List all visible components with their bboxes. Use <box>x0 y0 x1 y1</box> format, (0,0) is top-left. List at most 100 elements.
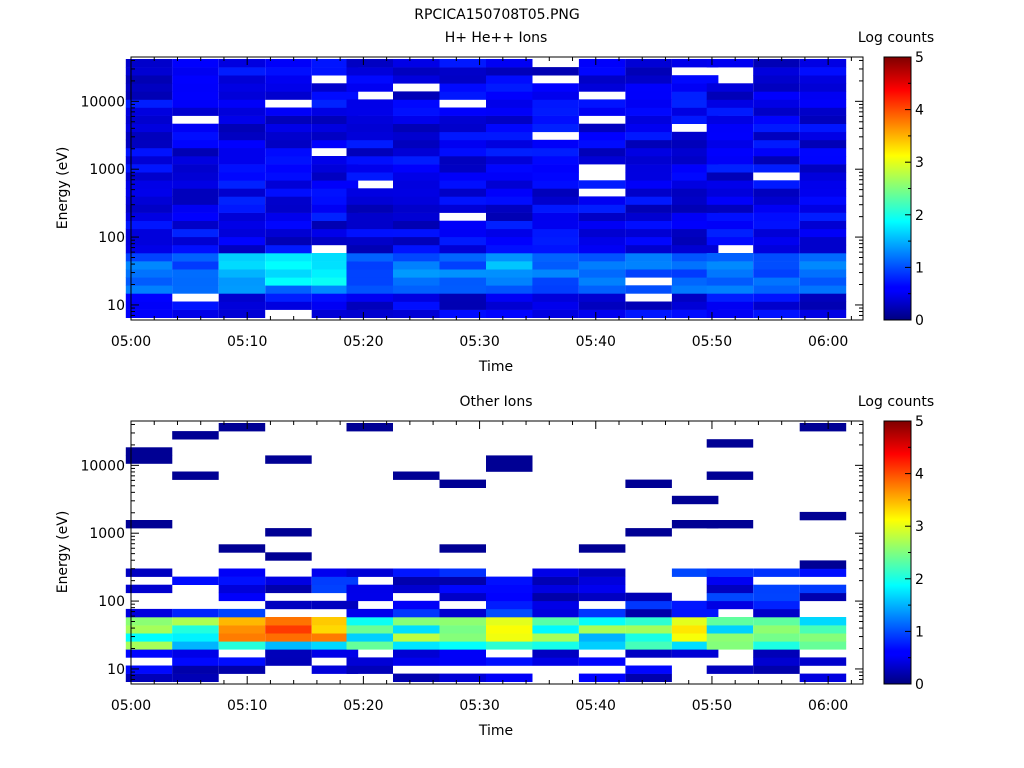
heatmap-cell <box>486 285 533 294</box>
heatmap-cell <box>753 220 800 230</box>
heatmap-cell <box>578 309 626 318</box>
heatmap-cell <box>625 253 672 262</box>
heatmap-cell <box>311 59 359 68</box>
heatmap-cell <box>439 576 486 585</box>
heatmap-cell <box>265 139 312 149</box>
heatmap-cell <box>393 471 440 480</box>
heatmap-cell <box>532 139 579 149</box>
heatmap-cell <box>346 584 393 594</box>
heatmap-cell <box>125 220 173 230</box>
heatmap-cell <box>532 657 579 666</box>
heatmap-cell <box>671 188 719 197</box>
heatmap-cell <box>265 67 312 76</box>
heatmap-cell <box>671 236 719 246</box>
heatmap-cell <box>265 633 312 642</box>
heatmap-cell <box>439 156 486 165</box>
heatmap-cell <box>311 261 359 270</box>
heatmap-cell <box>311 576 359 585</box>
heatmap-cell <box>311 293 359 302</box>
heatmap-cell <box>218 212 266 221</box>
heatmap-cell <box>706 212 754 221</box>
heatmap-cell <box>393 261 440 270</box>
heatmap-cell <box>125 261 173 270</box>
heatmap-cell <box>486 75 533 84</box>
heatmap-cell <box>799 633 847 642</box>
heatmap-cell <box>799 67 847 76</box>
heatmap-cell <box>439 123 486 133</box>
heatmap-cell <box>393 641 440 650</box>
heatmap-cell <box>218 107 266 116</box>
colorbar-tick-label: 4 <box>915 103 924 119</box>
heatmap-cell <box>578 75 626 84</box>
heatmap-cell <box>346 253 393 262</box>
heatmap-cell <box>346 67 393 76</box>
heatmap-cell <box>671 568 719 577</box>
heatmap-cell <box>346 115 393 124</box>
heatmap-cell <box>625 236 672 246</box>
heatmap-cell <box>486 180 533 189</box>
heatmap-cell <box>393 172 440 181</box>
heatmap-cell <box>486 83 533 92</box>
heatmap-cell <box>172 164 219 173</box>
heatmap-cell <box>671 196 719 205</box>
heatmap-cell <box>532 196 579 205</box>
heatmap-cell <box>671 253 719 262</box>
heatmap-cell <box>439 673 486 682</box>
heatmap-cell <box>311 236 359 246</box>
heatmap-cell <box>671 301 719 310</box>
heatmap-cell <box>439 131 486 141</box>
heatmap-cell <box>125 123 173 133</box>
heatmap-cell <box>486 576 533 585</box>
heatmap-cell <box>671 649 719 658</box>
heatmap-cell <box>125 99 173 108</box>
heatmap-cell <box>311 228 359 238</box>
heatmap-cell <box>265 244 312 254</box>
heatmap-cell <box>393 220 440 230</box>
heatmap-cell <box>671 59 719 68</box>
heatmap-cell <box>671 309 719 318</box>
panel2-colorbar <box>883 420 912 685</box>
heatmap-cell <box>346 156 393 165</box>
heatmap-cell <box>578 147 626 157</box>
heatmap-cell <box>265 180 312 189</box>
heatmap-cell <box>486 261 533 270</box>
heatmap-cell <box>346 301 393 310</box>
heatmap-cell <box>706 471 754 480</box>
heatmap-cell <box>799 625 847 634</box>
heatmap-cell <box>125 147 173 157</box>
heatmap-cell <box>172 67 219 76</box>
heatmap-cell <box>265 83 312 92</box>
heatmap-cell <box>439 83 486 92</box>
heatmap-cell <box>393 236 440 246</box>
heatmap-cell <box>578 180 626 189</box>
heatmap-cell <box>311 285 359 294</box>
heatmap-cell <box>218 423 266 432</box>
heatmap-cell <box>799 59 847 68</box>
heatmap-cell <box>311 301 359 310</box>
heatmap-cell <box>706 309 754 318</box>
heatmap-cell <box>125 277 173 286</box>
heatmap-cell <box>265 625 312 634</box>
heatmap-cell <box>706 633 754 642</box>
heatmap-cell <box>393 228 440 238</box>
heatmap-cell <box>265 617 312 626</box>
heatmap-cell <box>393 99 440 108</box>
heatmap-cell <box>125 236 173 246</box>
heatmap-cell <box>311 196 359 205</box>
heatmap-cell <box>393 617 440 626</box>
heatmap-cell <box>671 91 719 100</box>
panel1-axes: 05:00 05:10 05:20 05:30 05:40 05:50 06:00 10 100… <box>80 57 863 350</box>
heatmap-cell <box>125 91 173 100</box>
heatmap-cell <box>706 172 754 181</box>
heatmap-cell <box>265 301 312 310</box>
heatmap-cell <box>311 188 359 197</box>
y-tick-label: 10000 <box>80 458 125 474</box>
heatmap-cell <box>265 75 312 84</box>
colorbar-tick-label: 1 <box>915 260 924 276</box>
x-tick-label: 05:20 <box>343 698 383 714</box>
heatmap-cell <box>625 220 672 230</box>
heatmap-cell <box>346 641 393 650</box>
heatmap-cell <box>671 228 719 238</box>
heatmap-cell <box>172 431 219 440</box>
heatmap-cell <box>172 625 219 634</box>
